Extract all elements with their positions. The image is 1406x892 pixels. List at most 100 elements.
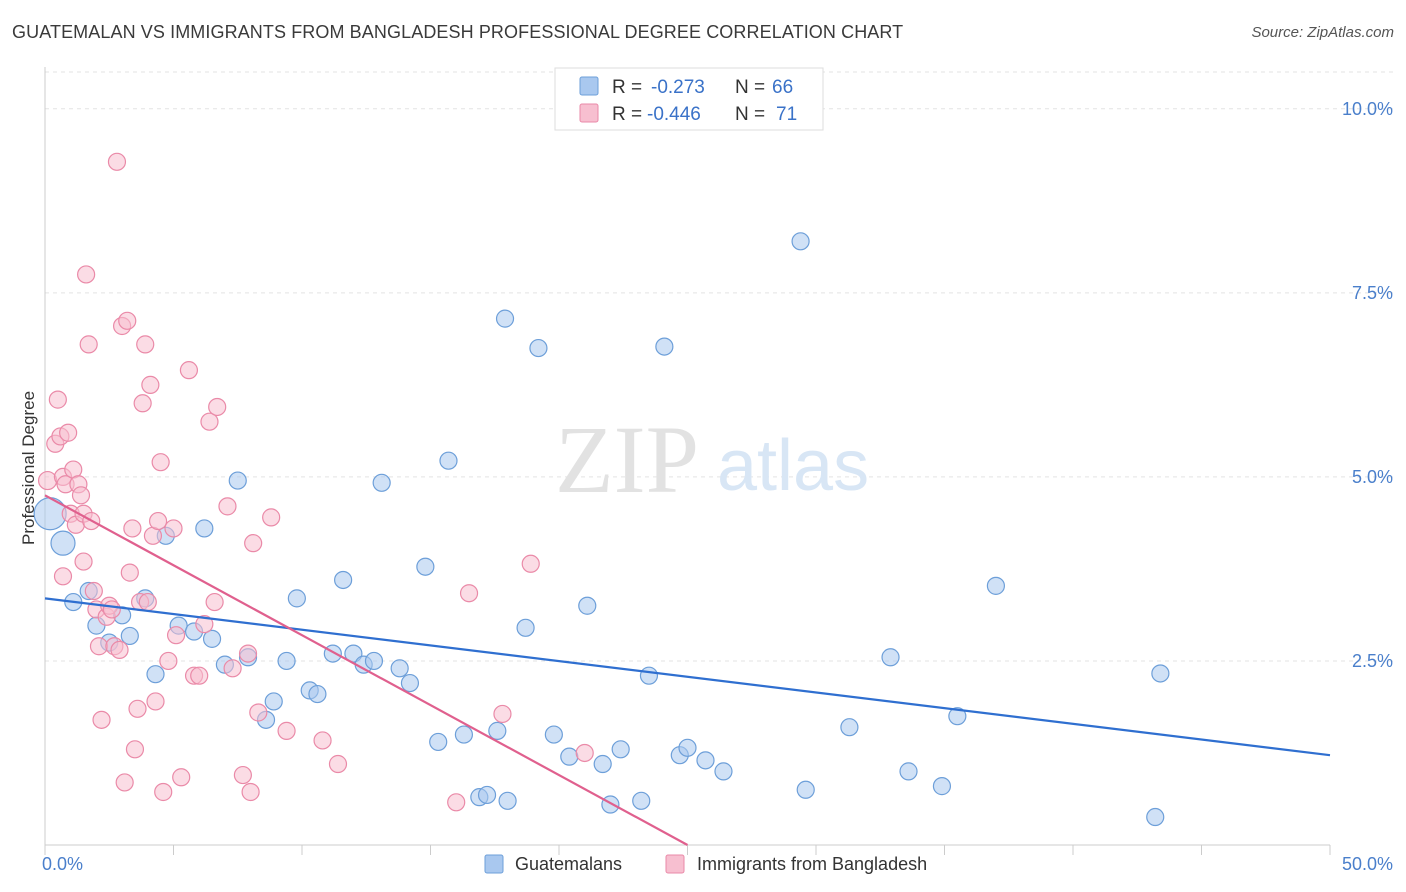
guatemalan-point [439, 451, 458, 470]
guatemalan-point [416, 557, 435, 576]
guatemalan-point [334, 570, 353, 590]
guatemalan-point [120, 626, 139, 646]
guatemalan-point [498, 791, 517, 810]
bangladesh-point [123, 519, 142, 538]
guatemalan-point [611, 740, 630, 759]
guatemalan-point [899, 762, 918, 781]
guatemalan-point [364, 651, 384, 671]
y-axis-label: Professional Degree [19, 391, 38, 545]
legend-swatch-guatemalans [579, 76, 599, 96]
y-tick-label: 10.0% [1342, 99, 1393, 119]
legend-n-label: N = [735, 104, 765, 125]
legend-r-value: -0.273 [651, 77, 705, 98]
guatemalan-point [655, 337, 674, 356]
guatemalan-point [195, 519, 214, 538]
bangladesh-point [154, 782, 173, 802]
bangladesh-point [179, 361, 199, 380]
bangladesh-point [208, 397, 227, 417]
guatemalan-point [516, 618, 535, 637]
guatemalan-point [372, 473, 391, 492]
guatemalan-point [529, 338, 548, 358]
bangladesh-trend-line [44, 494, 689, 846]
guatemalan-point [50, 530, 76, 556]
chart-title: GUATEMALAN VS IMMIGRANTS FROM BANGLADESH… [12, 22, 904, 42]
bangladesh-point [164, 519, 183, 538]
bangladesh-point [328, 754, 348, 774]
legend-label-bangladesh: Immigrants from Bangladesh [697, 854, 927, 874]
source-credit: Source: ZipAtlas.com [1251, 24, 1394, 41]
x-tick-label-max: 50.0% [1342, 854, 1393, 874]
guatemalan-point [791, 232, 810, 251]
guatemalan-point [454, 725, 474, 744]
guatemalan-point [429, 732, 448, 752]
y-tick-labels: 2.5% 5.0% 7.5% 10.0% [1342, 99, 1393, 671]
bangladesh-point [190, 666, 209, 685]
x-tick-label-min: 0.0% [42, 854, 83, 874]
guatemalan-point [544, 725, 563, 744]
legend-swatch-bangladesh [579, 103, 599, 123]
bangladesh-point [79, 335, 98, 354]
bangladesh-point [74, 552, 93, 571]
bangladesh-point [521, 554, 540, 573]
guatemalan-point [578, 596, 597, 615]
guatemalan-point [146, 665, 165, 684]
series-legend: Guatemalans Immigrants from Bangladesh [484, 854, 927, 874]
guatemalan-point [639, 666, 659, 685]
bangladesh-point [102, 600, 121, 619]
bangladesh-point [110, 640, 129, 660]
guatemalan-point [1151, 664, 1170, 683]
bangladesh-point [575, 743, 594, 763]
guatemalan-point [1146, 807, 1165, 827]
guatemalan-point [277, 651, 296, 671]
bangladesh-point [244, 534, 263, 553]
legend-n-value: 66 [772, 77, 793, 98]
bangladesh-point [107, 152, 127, 171]
y-tick-label: 5.0% [1352, 467, 1393, 487]
watermark: ZIP atlas [555, 406, 869, 513]
legend-box [554, 67, 824, 131]
bangladesh-point [459, 584, 479, 603]
guatemalan-point [696, 751, 715, 770]
guatemalan-point [796, 780, 815, 799]
bangladesh-point [200, 412, 219, 431]
bangladesh-point [205, 592, 224, 612]
bangladesh-point [53, 567, 73, 586]
bangladesh-point [48, 390, 67, 409]
legend-r-value: -0.446 [647, 104, 701, 125]
guatemalan-point [714, 762, 733, 781]
bangladesh-point [166, 626, 186, 645]
bangladesh-point [159, 651, 178, 671]
legend-label-guatemalans: Guatemalans [515, 854, 622, 874]
bangladesh-point [136, 335, 155, 354]
bangladesh-point [249, 703, 268, 722]
guatemalan-point [477, 785, 497, 805]
guatemalan-point [593, 754, 612, 774]
guatemalan-point [228, 471, 247, 490]
bangladesh-point [128, 699, 147, 718]
bangladesh-point [71, 486, 91, 505]
bangladesh-point [233, 765, 252, 785]
bangladesh-point [141, 375, 160, 394]
guatemalan-point [948, 707, 967, 726]
guatemalan-point [632, 791, 651, 810]
legend-r-label: R = [612, 104, 642, 125]
bangladesh-point [118, 311, 137, 330]
data-points [33, 152, 1170, 827]
bangladesh-point [238, 644, 258, 663]
correlation-legend: R = -0.273 N = 66 R = -0.446 N = 71 [554, 67, 824, 131]
bangladesh-point [133, 394, 152, 413]
bangladesh-point [447, 793, 466, 812]
bangladesh-point [493, 704, 512, 724]
grid-lines [45, 71, 1393, 662]
legend-swatch-guatemalans [484, 854, 504, 874]
guatemalan-point [488, 721, 507, 740]
guatemalan-point [33, 497, 67, 531]
bangladesh-point [84, 581, 103, 601]
bangladesh-point [138, 592, 157, 612]
legend-n-label: N = [735, 77, 765, 98]
guatemalan-trend-line [44, 597, 1331, 757]
y-tick-label: 7.5% [1352, 283, 1393, 303]
bangladesh-point [125, 740, 145, 759]
legend-swatch-bangladesh [665, 854, 685, 874]
